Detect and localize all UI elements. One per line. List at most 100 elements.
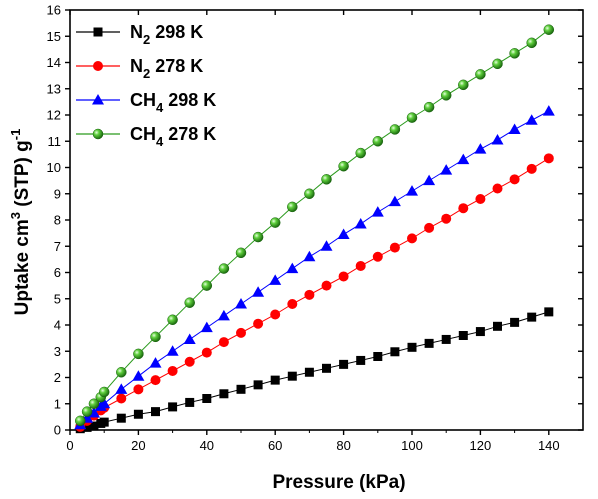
- legend-label: N2 298 K: [130, 22, 203, 47]
- data-point: [371, 206, 384, 217]
- data-point: [287, 371, 297, 381]
- data-point: [219, 389, 229, 399]
- data-point: [150, 375, 161, 386]
- y-axis-title-sup: 3: [8, 212, 23, 219]
- axes-layer: 0 20 40 60 80 100 120 1400123456789101112131415…: [47, 3, 583, 453]
- data-point: [372, 251, 383, 262]
- x-tick-label: 60: [268, 438, 282, 453]
- y-axis-title-main: Uptake cm: [12, 219, 33, 315]
- y-tick-label: 3: [54, 344, 61, 359]
- x-axis-title: Pressure (kPa): [272, 472, 405, 493]
- data-point: [474, 143, 487, 154]
- data-point: [75, 415, 86, 427]
- data-point: [304, 289, 315, 300]
- data-point: [235, 298, 247, 309]
- x-tick-label: 80: [336, 438, 350, 453]
- data-point: [235, 247, 247, 259]
- legend-marker: [92, 128, 104, 140]
- data-point: [116, 367, 127, 378]
- legend-entry-0: N2 298 K: [76, 22, 203, 47]
- data-point: [491, 133, 504, 145]
- data-point: [543, 153, 554, 164]
- legend-marker: [92, 94, 104, 105]
- data-point: [253, 380, 263, 390]
- data-point: [149, 357, 162, 368]
- data-point: [354, 217, 367, 229]
- data-point: [252, 231, 264, 243]
- legend: N2 298 K N2 278 K CH4 298 K CH4 278 K: [76, 22, 216, 149]
- data-point: [201, 280, 213, 291]
- data-point: [236, 384, 246, 394]
- data-point: [116, 413, 126, 423]
- x-tick-label: 120: [470, 438, 492, 453]
- data-point: [252, 286, 265, 297]
- data-point: [217, 309, 230, 321]
- data-point: [115, 383, 128, 394]
- legend-entry-1: N2 278 K: [76, 56, 203, 81]
- data-point: [390, 347, 400, 357]
- y-tick-label: 2: [54, 370, 61, 385]
- data-point: [526, 163, 537, 174]
- data-point: [321, 174, 332, 185]
- data-point: [458, 203, 469, 214]
- data-point: [200, 321, 213, 333]
- y-tick-label: 11: [48, 134, 62, 149]
- x-tick-label: 20: [131, 438, 145, 453]
- data-point: [167, 365, 178, 376]
- series-layer: [74, 24, 555, 434]
- legend-label: N2 278 K: [130, 56, 203, 81]
- legend-entry-3: CH4 278 K: [76, 124, 216, 149]
- x-tick-label: 140: [538, 438, 560, 453]
- data-point: [440, 90, 452, 101]
- series-line: [79, 110, 550, 426]
- y-tick-label: 4: [54, 318, 61, 333]
- data-point: [542, 105, 555, 116]
- y-axis-title-sup2: -1: [8, 129, 23, 141]
- series-0: [75, 307, 554, 434]
- data-point: [82, 422, 92, 432]
- data-point: [457, 153, 470, 165]
- data-point: [98, 397, 111, 409]
- data-point: [458, 79, 469, 91]
- data-point: [201, 347, 212, 358]
- data-point: [543, 24, 555, 35]
- legend-label: CH4 298 K: [130, 90, 216, 115]
- data-point: [218, 337, 229, 348]
- data-point: [424, 222, 435, 233]
- data-point: [423, 101, 435, 113]
- data-point: [81, 406, 93, 417]
- data-point: [303, 250, 316, 262]
- x-tick-label: 100: [401, 438, 423, 453]
- data-point: [406, 112, 418, 123]
- series-3: [75, 24, 555, 427]
- data-point: [388, 195, 401, 207]
- data-point: [526, 37, 537, 49]
- y-tick-label: 13: [47, 81, 61, 96]
- data-point: [424, 338, 434, 348]
- y-tick-label: 1: [54, 396, 61, 411]
- data-point: [89, 421, 99, 431]
- y-tick-label: 5: [54, 291, 61, 306]
- data-point: [88, 398, 100, 409]
- y-axis-title-mid: (STP) g: [12, 140, 33, 212]
- data-point: [287, 201, 298, 213]
- data-point: [373, 352, 383, 361]
- legend-entry-2: CH4 298 K: [76, 90, 216, 115]
- data-point: [150, 331, 161, 343]
- legend-label: CH4 278 K: [130, 124, 216, 149]
- data-point: [508, 123, 521, 134]
- data-point: [133, 348, 144, 360]
- data-point: [269, 217, 281, 228]
- series-1: [75, 153, 554, 432]
- data-point: [509, 48, 520, 59]
- data-point: [168, 402, 178, 412]
- data-point: [527, 312, 537, 322]
- data-point: [304, 367, 314, 377]
- data-point: [492, 183, 503, 194]
- data-point: [441, 334, 451, 344]
- data-point: [339, 359, 349, 369]
- data-point: [355, 147, 366, 159]
- data-point: [287, 299, 298, 309]
- data-point: [509, 174, 520, 185]
- y-tick-label: 8: [54, 213, 61, 228]
